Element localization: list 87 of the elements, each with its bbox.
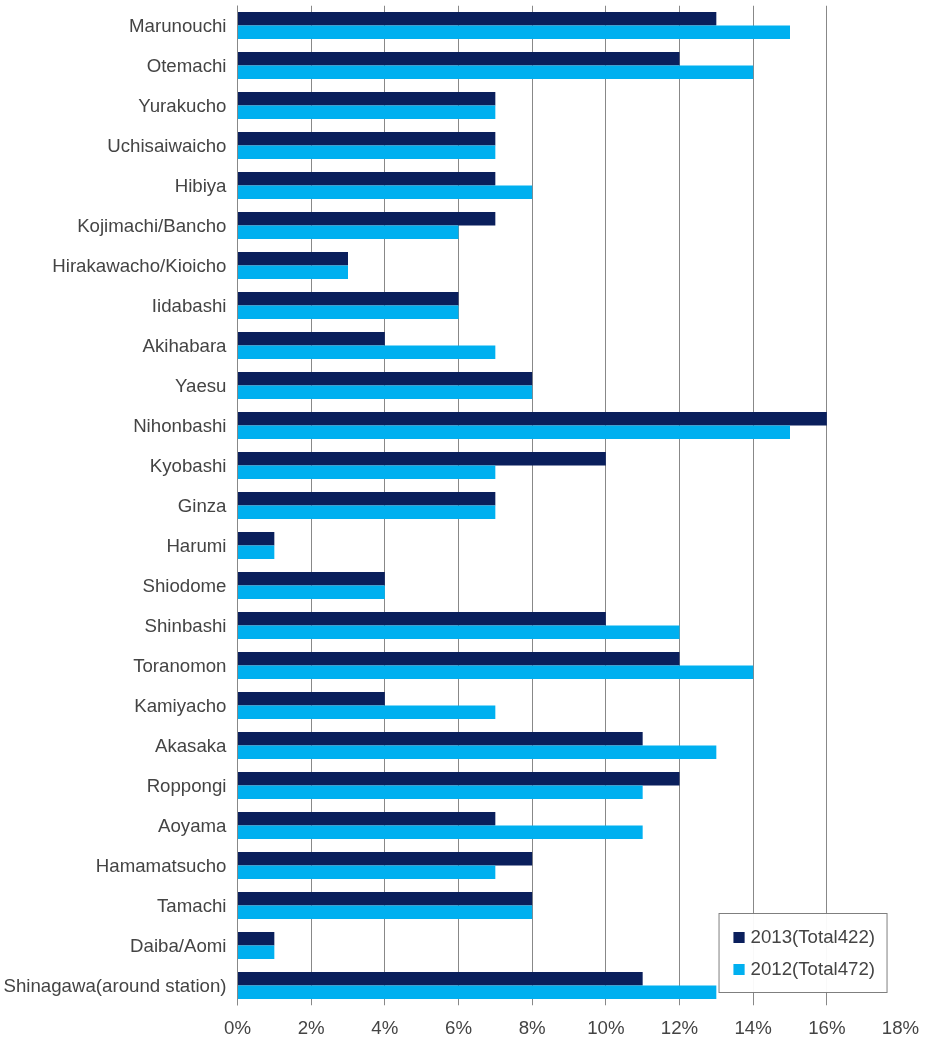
bar: [237, 51, 680, 66]
bar: [237, 785, 643, 800]
y-tick-label: Harumi: [166, 535, 227, 556]
bar: [237, 25, 790, 40]
bar: [237, 105, 496, 120]
bar: [237, 91, 496, 106]
bar: [237, 571, 385, 586]
y-tick-label: Uchisaiwaicho: [107, 135, 227, 156]
bar: [237, 11, 717, 26]
bar: [237, 305, 459, 320]
y-tick-label: Hamamatsucho: [95, 855, 227, 876]
bar: [237, 505, 496, 520]
y-tick-label: Kyobashi: [149, 455, 227, 476]
x-tick-label: 10%: [587, 1016, 625, 1038]
bar: [237, 585, 385, 600]
y-tick-label: Iidabashi: [151, 295, 227, 316]
bar: [237, 665, 754, 680]
bar: [237, 331, 385, 346]
y-tick-label: Marunouchi: [129, 15, 227, 36]
legend-label: 2013(Total422): [750, 926, 875, 948]
x-tick-label: 4%: [371, 1016, 399, 1038]
x-tick-label: 2%: [297, 1016, 325, 1038]
y-tick-label: Yurakucho: [138, 95, 227, 116]
bar: [237, 491, 496, 506]
y-tick-label: Tamachi: [157, 895, 227, 916]
x-tick-label: 14%: [734, 1016, 772, 1038]
y-tick-label: Shinbashi: [144, 615, 227, 636]
y-tick-label: Kojimachi/Bancho: [77, 215, 227, 236]
bar: [237, 691, 385, 706]
y-tick-label: Akihabara: [142, 335, 228, 356]
bar: [237, 171, 496, 186]
bar: [237, 771, 680, 786]
bar: [237, 891, 533, 906]
bar: [237, 531, 275, 546]
bar: [237, 451, 606, 466]
bar: [237, 851, 533, 866]
bar: [237, 251, 348, 266]
bar: [237, 865, 496, 880]
x-tick-label: 18%: [881, 1016, 920, 1038]
y-tick-label: Hirakawacho/Kioicho: [52, 255, 227, 276]
x-tick-label: 8%: [518, 1016, 546, 1038]
bar: [237, 731, 643, 746]
bar: [237, 651, 680, 666]
bar: [237, 225, 459, 240]
bar: [237, 385, 533, 400]
bar: [237, 611, 606, 626]
bar: [237, 411, 827, 426]
legend-label: 2012(Total472): [750, 958, 875, 980]
y-tick-label: Toranomon: [133, 655, 227, 676]
bar: [237, 145, 496, 160]
y-tick-label: Shinagawa(around station): [3, 975, 227, 996]
bar: [237, 265, 348, 280]
x-tick-label: 12%: [660, 1016, 699, 1038]
y-tick-label: Daiba/Aomi: [130, 935, 227, 956]
y-tick-label: Hibiya: [174, 175, 228, 196]
bar: [237, 705, 496, 720]
bar: [237, 291, 459, 306]
y-tick-label: Shiodome: [142, 575, 227, 596]
bar: [237, 371, 533, 386]
x-tick-label: 6%: [445, 1016, 472, 1038]
y-tick-label: Roppongi: [146, 775, 227, 796]
y-tick-label: Kamiyacho: [134, 695, 227, 716]
bar: [237, 465, 496, 480]
y-tick-label: Otemachi: [146, 55, 227, 76]
x-tick-label: 16%: [808, 1016, 846, 1038]
bar: [237, 931, 275, 946]
bar: [237, 625, 680, 640]
bar: [237, 825, 643, 840]
y-tick-label: Yaesu: [174, 375, 227, 396]
bar: [237, 985, 717, 1000]
x-tick-label: 0%: [224, 1016, 251, 1038]
bar: [237, 545, 275, 560]
bar: [237, 425, 790, 440]
bar: [237, 345, 496, 360]
y-tick-label: Ginza: [177, 495, 228, 516]
bar: [237, 211, 496, 226]
bar: [237, 65, 754, 80]
bar: [237, 185, 533, 200]
y-tick-label: Nihonbashi: [133, 415, 227, 436]
y-tick-label: Akasaka: [154, 735, 228, 756]
bar: [237, 745, 717, 760]
bar: [237, 811, 496, 826]
bar: [237, 945, 275, 960]
bar: [237, 971, 643, 986]
bar: [237, 905, 533, 920]
bar: [237, 131, 496, 146]
y-tick-label: Aoyama: [158, 815, 228, 836]
